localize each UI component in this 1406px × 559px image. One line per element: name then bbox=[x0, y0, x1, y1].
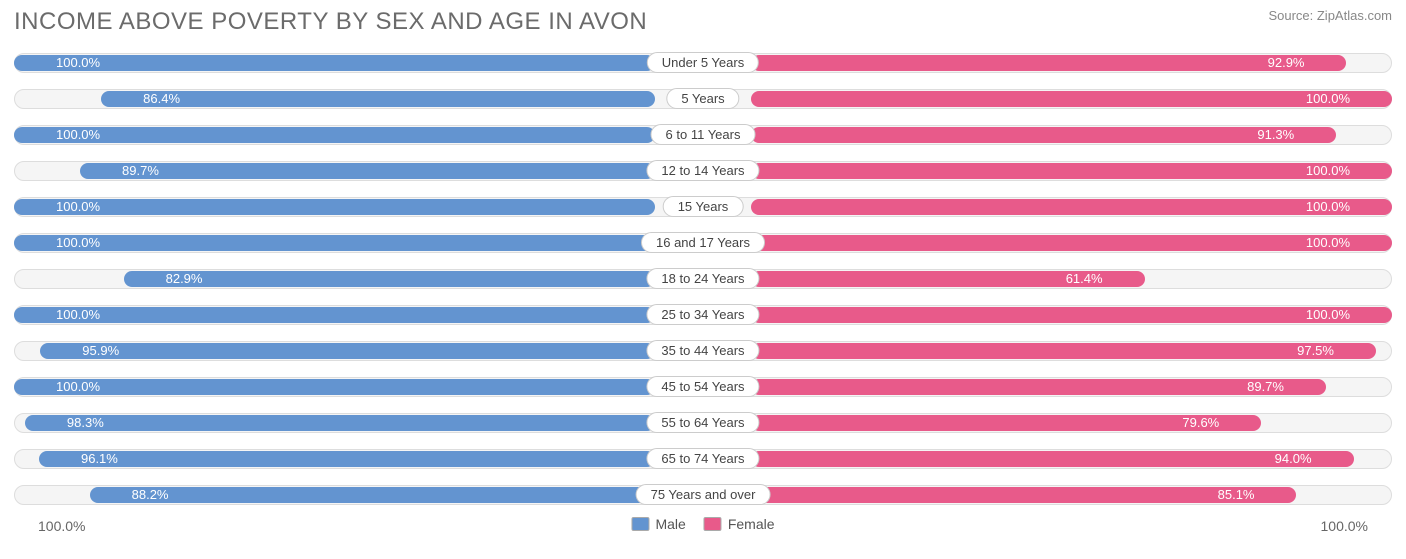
bar-male bbox=[14, 55, 655, 71]
bar-label-male: 100.0% bbox=[56, 199, 100, 215]
chart-source: Source: ZipAtlas.com bbox=[1268, 8, 1392, 23]
chart-row: 100.0% 100.0% 25 to 34 Years bbox=[14, 300, 1392, 330]
category-label: 6 to 11 Years bbox=[651, 124, 756, 145]
legend-item-male: Male bbox=[631, 516, 685, 532]
bar-female bbox=[751, 487, 1296, 503]
chart-row: 82.9% 61.4% 18 to 24 Years bbox=[14, 264, 1392, 294]
bar-label-female: 92.9% bbox=[1268, 55, 1305, 71]
bar-female bbox=[751, 163, 1392, 179]
chart-row: 96.1% 94.0% 65 to 74 Years bbox=[14, 444, 1392, 474]
chart-row: 100.0% 89.7% 45 to 54 Years bbox=[14, 372, 1392, 402]
bar-label-male: 88.2% bbox=[132, 487, 169, 503]
bar-label-male: 98.3% bbox=[67, 415, 104, 431]
legend-swatch-female bbox=[704, 517, 722, 531]
bar-label-female: 94.0% bbox=[1275, 451, 1312, 467]
bar-female bbox=[751, 307, 1392, 323]
bar-female bbox=[751, 199, 1392, 215]
category-label: 18 to 24 Years bbox=[646, 268, 759, 289]
chart-row: 100.0% 100.0% 16 and 17 Years bbox=[14, 228, 1392, 258]
bar-female bbox=[751, 55, 1346, 71]
chart-row: 98.3% 79.6% 55 to 64 Years bbox=[14, 408, 1392, 438]
bar-label-male: 100.0% bbox=[56, 307, 100, 323]
chart-area: 100.0% 92.9% Under 5 Years 86.4% 100.0% 5 Yea… bbox=[14, 48, 1392, 510]
bar-label-female: 100.0% bbox=[1306, 307, 1350, 323]
chart-row: 86.4% 100.0% 5 Years bbox=[14, 84, 1392, 114]
chart-row: 100.0% 92.9% Under 5 Years bbox=[14, 48, 1392, 78]
chart-row: 89.7% 100.0% 12 to 14 Years bbox=[14, 156, 1392, 186]
category-label: 65 to 74 Years bbox=[646, 448, 759, 469]
bar-male bbox=[14, 199, 655, 215]
bar-label-female: 97.5% bbox=[1297, 343, 1334, 359]
bar-female bbox=[751, 127, 1336, 143]
bar-label-male: 86.4% bbox=[143, 91, 180, 107]
category-label: 16 and 17 Years bbox=[641, 232, 765, 253]
category-label: 35 to 44 Years bbox=[646, 340, 759, 361]
bar-label-male: 89.7% bbox=[122, 163, 159, 179]
category-label: Under 5 Years bbox=[647, 52, 759, 73]
bar-male bbox=[14, 307, 655, 323]
category-label: 12 to 14 Years bbox=[646, 160, 759, 181]
category-label: 25 to 34 Years bbox=[646, 304, 759, 325]
bar-label-female: 100.0% bbox=[1306, 163, 1350, 179]
bar-male bbox=[40, 343, 655, 359]
bar-label-male: 100.0% bbox=[56, 55, 100, 71]
category-label: 45 to 54 Years bbox=[646, 376, 759, 397]
chart-row: 95.9% 97.5% 35 to 44 Years bbox=[14, 336, 1392, 366]
bar-male bbox=[14, 235, 655, 251]
legend-label-male: Male bbox=[655, 516, 685, 532]
bar-label-male: 82.9% bbox=[166, 271, 203, 287]
chart-row: 100.0% 91.3% 6 to 11 Years bbox=[14, 120, 1392, 150]
bar-label-female: 100.0% bbox=[1306, 235, 1350, 251]
category-label: 5 Years bbox=[666, 88, 739, 109]
bar-label-female: 89.7% bbox=[1247, 379, 1284, 395]
bar-label-male: 100.0% bbox=[56, 235, 100, 251]
axis-right-label: 100.0% bbox=[1321, 518, 1368, 534]
legend-label-female: Female bbox=[728, 516, 775, 532]
legend-swatch-male bbox=[631, 517, 649, 531]
bar-label-female: 61.4% bbox=[1066, 271, 1103, 287]
axis-left-label: 100.0% bbox=[38, 518, 85, 534]
chart-row: 88.2% 85.1% 75 Years and over bbox=[14, 480, 1392, 510]
bar-male bbox=[124, 271, 655, 287]
bar-label-male: 100.0% bbox=[56, 127, 100, 143]
bar-female bbox=[751, 235, 1392, 251]
bar-label-female: 91.3% bbox=[1257, 127, 1294, 143]
bar-label-male: 96.1% bbox=[81, 451, 118, 467]
bar-label-female: 100.0% bbox=[1306, 199, 1350, 215]
category-label: 15 Years bbox=[663, 196, 744, 217]
bar-male bbox=[25, 415, 655, 431]
bar-female bbox=[751, 379, 1326, 395]
legend: Male Female bbox=[631, 516, 774, 532]
bar-label-male: 100.0% bbox=[56, 379, 100, 395]
chart-title: INCOME ABOVE POVERTY BY SEX AND AGE IN A… bbox=[14, 8, 647, 36]
category-label: 75 Years and over bbox=[636, 484, 771, 505]
legend-item-female: Female bbox=[704, 516, 775, 532]
bar-female bbox=[751, 343, 1376, 359]
bar-male bbox=[14, 127, 655, 143]
bar-female bbox=[751, 91, 1392, 107]
chart-row: 100.0% 100.0% 15 Years bbox=[14, 192, 1392, 222]
axis-row: 100.0% Male Female 100.0% bbox=[14, 516, 1392, 540]
bar-label-female: 79.6% bbox=[1182, 415, 1219, 431]
bar-female bbox=[751, 451, 1354, 467]
bar-male bbox=[90, 487, 655, 503]
chart-header: INCOME ABOVE POVERTY BY SEX AND AGE IN A… bbox=[14, 8, 1392, 36]
bar-label-male: 95.9% bbox=[82, 343, 119, 359]
bar-male bbox=[80, 163, 655, 179]
bar-male bbox=[101, 91, 655, 107]
bar-label-female: 100.0% bbox=[1306, 91, 1350, 107]
bar-male bbox=[14, 379, 655, 395]
bar-male bbox=[39, 451, 655, 467]
category-label: 55 to 64 Years bbox=[646, 412, 759, 433]
bar-label-female: 85.1% bbox=[1218, 487, 1255, 503]
